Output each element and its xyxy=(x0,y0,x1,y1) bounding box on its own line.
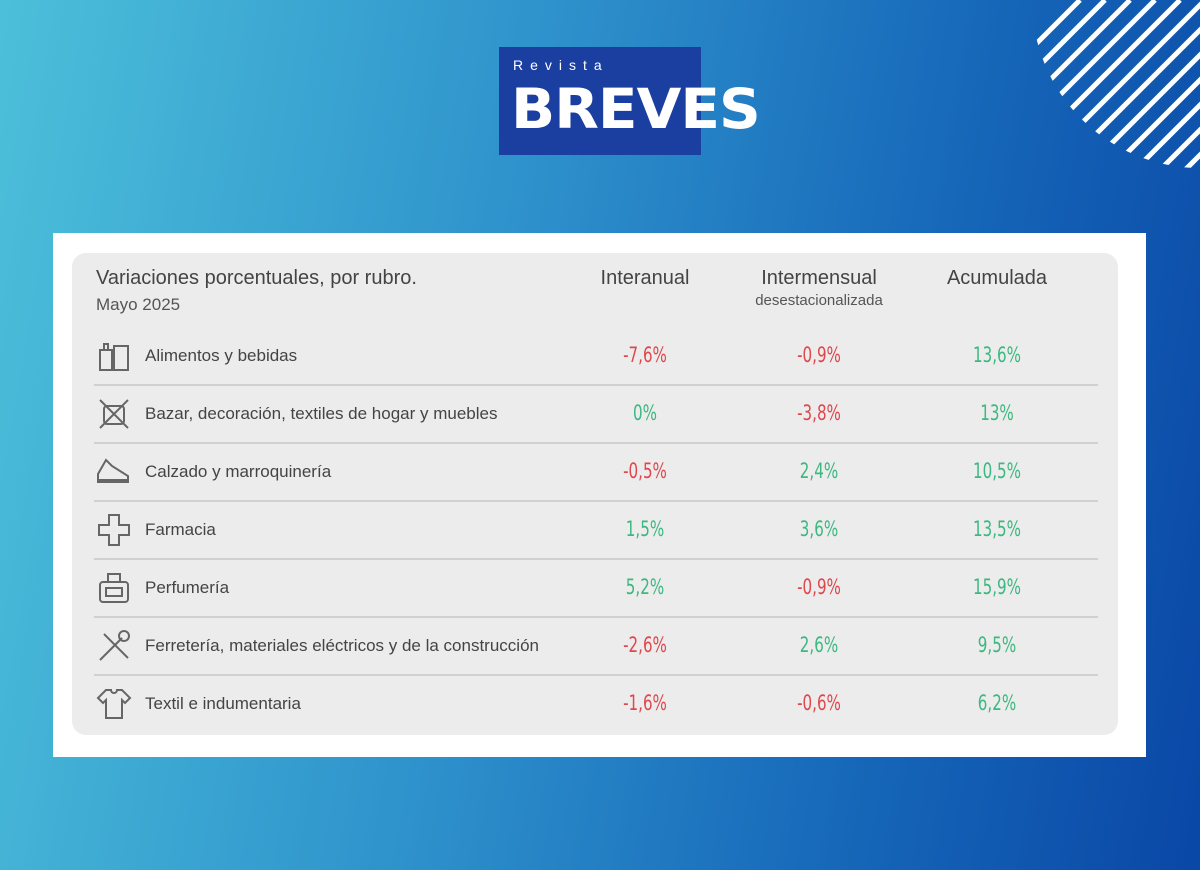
value-cell: 13% xyxy=(980,401,1014,425)
row-separator xyxy=(94,500,1098,502)
table-subtitle: Mayo 2025 xyxy=(96,295,181,314)
row-icon xyxy=(94,626,134,666)
row-separator xyxy=(94,616,1098,618)
icon xyxy=(99,573,129,603)
value-cell: 3,6% xyxy=(799,517,839,541)
row-separator xyxy=(94,442,1098,444)
table-title: Variaciones porcentuales, por rubro. xyxy=(96,267,417,289)
value-cell: 6,2% xyxy=(977,691,1017,715)
row-icon xyxy=(94,684,134,724)
row-icon xyxy=(94,568,134,608)
value-cell: 9,5% xyxy=(977,633,1017,657)
value-cell: 2,6% xyxy=(799,633,839,657)
logo-big: BREVES xyxy=(511,76,761,142)
logo-small: Revista xyxy=(513,57,609,73)
column-header: Intermensual xyxy=(761,267,877,289)
row-label: Farmacia xyxy=(145,520,216,539)
value-cell: 15,9% xyxy=(972,575,1021,599)
stripes xyxy=(1032,0,1200,168)
row-label: Ferretería, materiales eléctricos y de l… xyxy=(145,636,539,655)
column-subheader: desestacionalizada xyxy=(755,292,883,309)
column-header: Acumulada xyxy=(946,267,1048,289)
row-icon xyxy=(94,510,134,550)
icon xyxy=(97,458,129,483)
value-cell: -0,6% xyxy=(797,691,841,715)
icon xyxy=(99,399,129,429)
value-cell: -0,9% xyxy=(797,343,841,367)
value-cell: 5,2% xyxy=(625,575,665,599)
row-separator xyxy=(94,558,1098,560)
card: Variaciones porcentuales, por rubro. May… xyxy=(53,233,1146,757)
row-label: Perfumería xyxy=(145,578,230,597)
row-label: Alimentos y bebidas xyxy=(145,346,298,365)
logo: Revista BREVES xyxy=(499,47,761,155)
value-cell: -2,6% xyxy=(623,633,667,657)
value-cell: 1,5% xyxy=(625,517,665,541)
icon xyxy=(98,514,130,546)
icon xyxy=(96,689,132,719)
value-cell: 13,5% xyxy=(972,517,1021,541)
value-cell: -0,5% xyxy=(623,459,667,483)
value-cell: -1,6% xyxy=(623,691,667,715)
value-cell: 13,6% xyxy=(972,343,1021,367)
value-cell: 0% xyxy=(633,401,657,425)
value-cell: 10,5% xyxy=(972,459,1021,483)
row-label: Bazar, decoración, textiles de hogar y m… xyxy=(145,404,498,423)
value-cell: -0,9% xyxy=(797,575,841,599)
row-label: Calzado y marroquinería xyxy=(145,462,332,481)
value-cell: -7,6% xyxy=(623,343,667,367)
value-cell: -3,8% xyxy=(797,401,841,425)
icon xyxy=(99,630,130,661)
row-icon xyxy=(94,394,134,434)
row-separator xyxy=(94,674,1098,676)
row-icon xyxy=(94,452,134,492)
table-panel: Variaciones porcentuales, por rubro. May… xyxy=(72,253,1118,735)
row-label: Textil e indumentaria xyxy=(145,694,301,713)
row-icon xyxy=(94,336,134,376)
row-separator xyxy=(94,384,1098,386)
value-cell: 2,4% xyxy=(799,459,839,483)
icon xyxy=(99,343,129,371)
column-header: Interanual xyxy=(600,267,690,289)
